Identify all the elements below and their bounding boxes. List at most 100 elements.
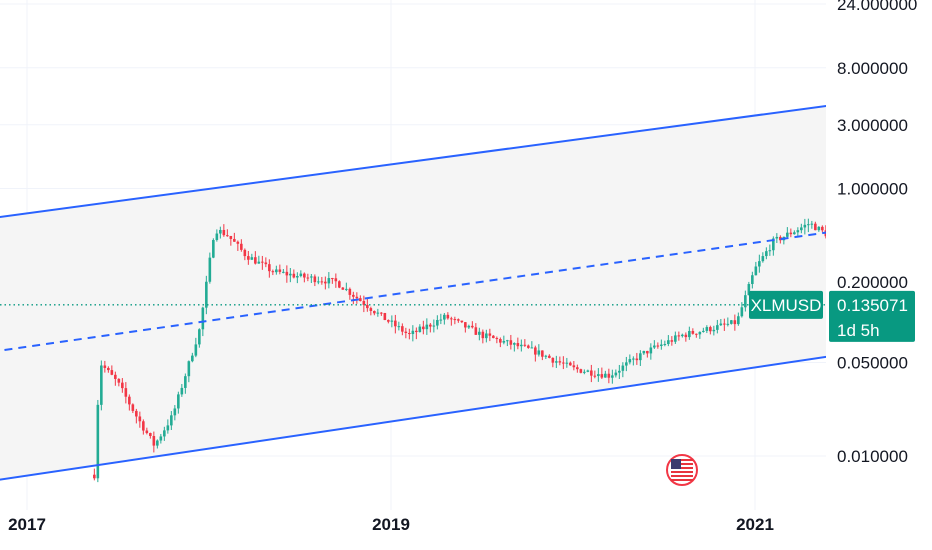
candle-body — [614, 372, 618, 376]
y-tick-label: 0.010000 — [837, 447, 908, 466]
candle-body — [163, 430, 166, 437]
candle-body — [264, 262, 268, 265]
candle-body — [653, 345, 656, 348]
candle-body — [303, 273, 306, 278]
candle-body — [639, 353, 642, 361]
candle-body — [628, 359, 632, 363]
candle-body — [383, 312, 387, 321]
candle-body — [761, 256, 765, 262]
candle-body — [135, 410, 138, 417]
candle-body — [502, 341, 506, 343]
candle-body — [429, 324, 432, 327]
countdown-label: 1d 5h — [837, 321, 880, 340]
candle-body — [677, 335, 681, 337]
candle-body — [572, 365, 576, 368]
candle-body — [478, 331, 481, 335]
candle-body — [646, 350, 649, 354]
x-tick-label: 2017 — [8, 515, 46, 534]
candle-body — [425, 324, 429, 330]
flag-stripe — [671, 459, 693, 461]
candle-body — [649, 347, 653, 354]
candle-body — [334, 278, 338, 282]
candle-body — [751, 275, 754, 285]
candle-body — [306, 277, 310, 279]
candle-body — [642, 350, 646, 354]
candles-group — [93, 218, 932, 483]
candle-body — [201, 307, 205, 330]
candle-body — [145, 430, 149, 434]
candle-body — [726, 323, 730, 325]
candle-body — [103, 365, 107, 368]
candle-body — [184, 376, 187, 388]
candle-body — [821, 226, 824, 231]
candle-body — [180, 387, 184, 395]
candle-body — [366, 304, 369, 309]
candle-body — [124, 388, 128, 397]
candle-body — [317, 281, 320, 283]
candle-body — [474, 327, 478, 335]
candle-body — [712, 329, 716, 332]
candle-body — [226, 235, 229, 237]
candle-body — [506, 340, 509, 342]
candle-body — [796, 230, 800, 233]
candle-body — [257, 261, 261, 264]
candle-body — [131, 404, 135, 411]
y-tick-label: 1.000000 — [837, 180, 908, 199]
candle-body — [527, 345, 530, 348]
candle-body — [719, 323, 723, 326]
candle-body — [817, 226, 821, 231]
candle-body — [803, 224, 807, 228]
candle-body — [243, 249, 247, 257]
channel-upper-line — [0, 90, 932, 218]
candle-body — [187, 361, 191, 377]
candle-body — [453, 319, 457, 321]
candle-body — [810, 223, 814, 225]
candle-body — [779, 236, 782, 241]
candle-body — [698, 331, 702, 335]
symbol-label: XLMUSD — [751, 296, 822, 315]
candle-body — [446, 314, 450, 319]
candle-body — [702, 330, 705, 332]
candle-body — [754, 266, 758, 276]
candle-body — [436, 320, 439, 326]
candle-body — [583, 371, 586, 373]
y-tick-label: 3.000000 — [837, 116, 908, 135]
flag-stripe — [671, 475, 693, 477]
candle-body — [404, 331, 408, 333]
candle-body — [733, 320, 737, 325]
candle-body — [327, 278, 331, 284]
us-flag-icon[interactable] — [666, 454, 698, 486]
candle-body — [586, 370, 590, 372]
candle-body — [166, 425, 170, 431]
candle-body — [464, 322, 467, 328]
candle-body — [460, 320, 464, 323]
candle-body — [215, 233, 219, 240]
y-tick-label: 24.000000 — [837, 0, 917, 14]
candle-body — [268, 264, 271, 272]
candle-body — [156, 440, 159, 446]
symbol-tag — [749, 290, 823, 319]
candle-body — [709, 327, 712, 332]
candle-body — [355, 296, 359, 299]
candle-body — [656, 345, 660, 347]
candle-body — [548, 355, 551, 358]
candle-body — [495, 338, 499, 340]
candle-body — [432, 325, 436, 327]
candle-body — [597, 374, 600, 377]
flag-stripe — [671, 467, 693, 469]
candle-body — [663, 344, 667, 346]
time-axis — [0, 510, 932, 550]
candle-body — [278, 269, 282, 272]
candle-body — [114, 374, 117, 379]
candle-body — [107, 367, 110, 371]
candle-body — [117, 378, 121, 383]
candle-body — [208, 257, 212, 282]
candle-body — [674, 335, 677, 342]
candle-body — [376, 312, 380, 314]
candle-body — [544, 355, 548, 357]
candle-body — [359, 298, 362, 302]
candle-body — [621, 365, 625, 371]
candle-body — [695, 333, 698, 335]
candle-body — [348, 288, 352, 295]
